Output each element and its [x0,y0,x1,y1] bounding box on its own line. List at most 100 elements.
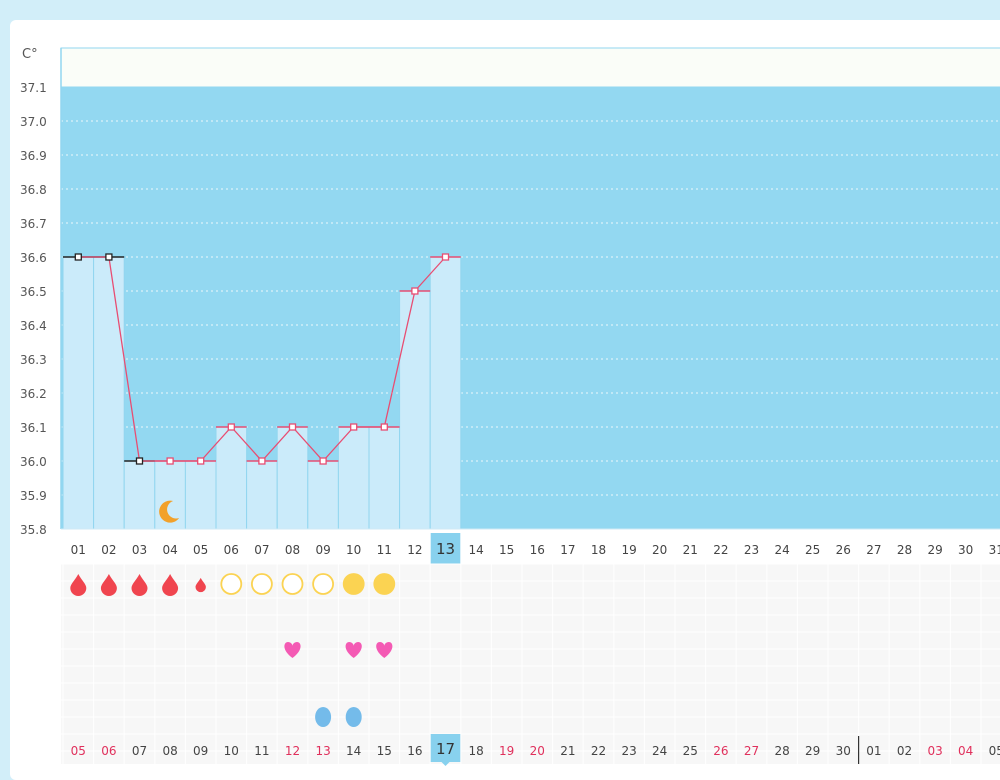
cycle-day-label: 18 [591,543,606,557]
y-tick-label: 37.0 [20,115,47,129]
y-tick-label: 35.9 [20,489,47,503]
calendar-date-label: 06 [101,744,116,758]
blue-drop-icon[interactable] [345,707,362,727]
period-drop-icon[interactable] [195,577,206,593]
mucus-filled-icon[interactable] [373,573,396,595]
heart-icon[interactable] [376,642,393,658]
blue-drop-icon[interactable] [315,707,332,727]
cycle-day-label: 24 [774,543,789,557]
calendar-date-label: 19 [499,744,514,758]
temperature-point[interactable] [227,423,235,431]
mucus-empty-icon[interactable] [281,573,304,595]
symbol-rows-bg [61,564,1000,764]
cycle-day-label: 23 [744,543,759,557]
cycle-day-label: 20 [652,543,667,557]
temperature-point[interactable] [380,423,388,431]
cycle-day-label: 14 [468,543,483,557]
plot-top-band [60,47,1000,88]
calendar-date-label: 09 [193,744,208,758]
period-drop-icon[interactable] [131,574,148,596]
cycle-day-highlight [430,533,461,564]
temperature-bar [368,426,401,530]
y-tick-label: 36.0 [20,455,47,469]
cycle-day-label: 04 [162,543,177,557]
moon-icon [159,500,180,523]
temperature-point[interactable] [441,253,450,261]
period-drop-icon[interactable] [70,574,87,596]
calendar-date-label: 16 [407,744,422,758]
temperature-point[interactable] [350,423,358,431]
temperature-point[interactable] [258,457,266,465]
heart-icon[interactable] [345,642,362,658]
heart-icon[interactable] [284,642,301,658]
cycle-day-label: 19 [621,543,636,557]
temperature-bar [215,426,248,530]
mucus-empty-icon[interactable] [220,573,243,595]
mucus-empty-icon[interactable] [250,573,273,595]
y-tick-label: 36.3 [20,353,47,367]
cycle-day-label: 28 [897,543,912,557]
calendar-date-label: 18 [468,744,483,758]
date-pointer [441,762,450,766]
y-tick-label: 36.9 [20,149,47,163]
y-tick-label: 37.1 [20,81,47,95]
y-tick-label: 35.8 [20,523,47,537]
cycle-day-label: 21 [683,543,698,557]
calendar-date-label: 27 [744,744,759,758]
calendar-date-label: 21 [560,744,575,758]
temperature-point[interactable] [135,457,144,465]
calendar-date-label: 24 [652,744,667,758]
cycle-day-label: 11 [377,543,392,557]
temperature-point[interactable] [74,253,82,261]
calendar-date-label: 07 [132,744,147,758]
y-tick-label: 36.7 [20,217,47,231]
cycle-day-label-current: 13 [436,540,455,558]
temperature-point[interactable] [197,457,205,465]
temperature-bar [123,460,156,530]
calendar-date-label: 15 [377,744,392,758]
calendar-date-label: 11 [254,744,269,758]
cycle-day-label: 09 [315,543,330,557]
calendar-date-label: 01 [866,744,881,758]
calendar-date-label: 29 [805,744,820,758]
calendar-date-label: 25 [683,744,698,758]
cycle-day-label: 16 [530,543,545,557]
cycle-day-label: 22 [713,543,728,557]
cycle-day-label: 27 [866,543,881,557]
calendar-date-label: 26 [713,744,728,758]
y-tick-label: 36.4 [20,319,47,333]
y-tick-label: 36.1 [20,421,47,435]
cycle-day-label: 05 [193,543,208,557]
temperature-bar [62,256,95,530]
calendar-date-label: 08 [162,744,177,758]
y-tick-label: 36.5 [20,285,47,299]
y-tick-label: 36.8 [20,183,47,197]
temperature-bar [276,426,309,530]
period-drop-icon[interactable] [100,574,117,596]
temperature-bar [246,460,278,530]
mucus-empty-icon[interactable] [312,573,335,595]
calendar-date-label: 28 [774,744,789,758]
y-tick-label: 36.6 [20,251,47,265]
cycle-day-label: 12 [407,543,422,557]
cycle-day-label: 31 [989,543,1000,557]
temperature-bar [184,460,217,530]
cycle-day-label: 29 [927,543,942,557]
calendar-date-label: 04 [958,744,973,758]
temperature-bar [337,426,370,530]
temperature-point[interactable] [105,253,113,261]
temperature-point[interactable] [166,457,174,465]
cycle-day-label: 01 [71,543,86,557]
calendar-date-label: 05 [71,744,86,758]
cycle-day-label: 26 [836,543,851,557]
temperature-point[interactable] [319,457,327,465]
calendar-date-label: 20 [530,744,545,758]
temperature-point[interactable] [411,287,419,295]
mucus-filled-icon[interactable] [342,573,365,595]
calendar-date-label: 03 [927,744,942,758]
bbt-chart: C° 35.8 35.9 36.0 36.1 36.2 36.3 36.4 36.5 36.6 36… [20,47,1000,766]
calendar-date-label-today: 17 [436,740,455,758]
temperature-point[interactable] [288,423,297,431]
period-drop-icon[interactable] [162,574,179,596]
calendar-date-label: 22 [591,744,606,758]
